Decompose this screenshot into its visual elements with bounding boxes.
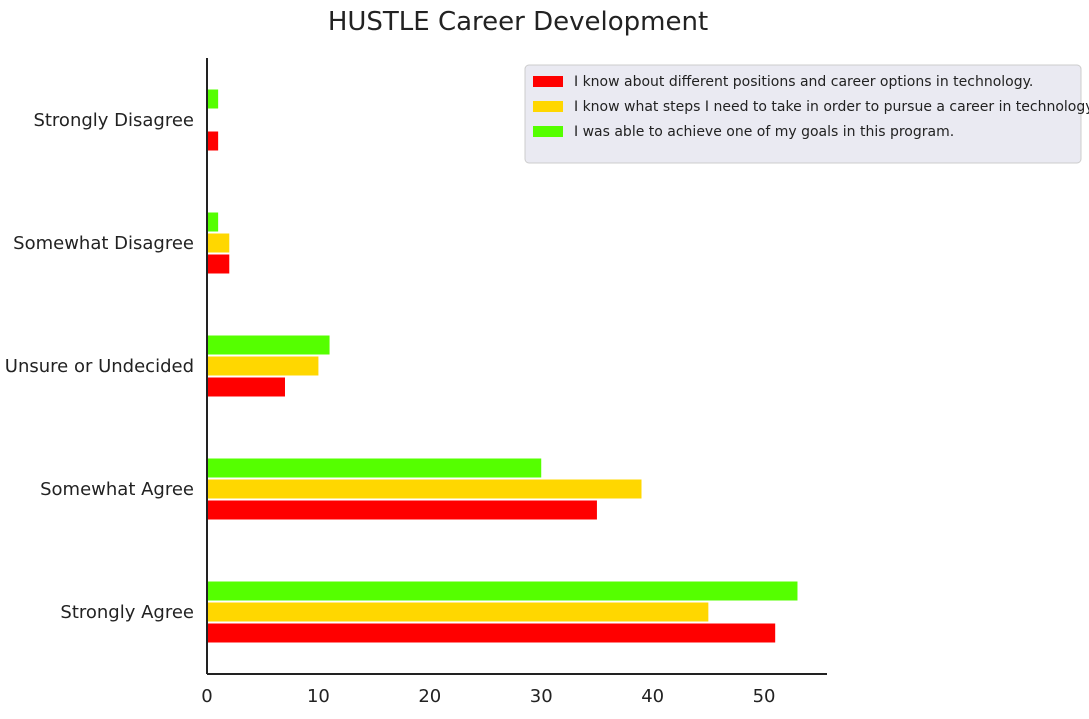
bar-somewhat-agree-series-3 <box>207 458 542 478</box>
bar-unsure-or-undecided-series-3 <box>207 335 330 355</box>
bar-strongly-agree-series-2 <box>207 602 709 622</box>
y-tick-label-somewhat-agree: Somewhat Agree <box>40 479 194 500</box>
legend-label-series-3: I was able to achieve one of my goals in… <box>574 124 954 140</box>
bar-strongly-agree-series-1 <box>207 623 776 643</box>
legend-label-series-1: I know about different positions and car… <box>574 74 1033 90</box>
bar-somewhat-disagree-series-2 <box>207 233 230 253</box>
legend: I know about different positions and car… <box>524 64 1089 164</box>
legend-label-series-2: I know what steps I need to take in orde… <box>574 99 1089 115</box>
bar-somewhat-agree-series-2 <box>207 479 642 499</box>
bar-strongly-disagree-series-1 <box>207 131 219 151</box>
y-tick-label-somewhat-disagree: Somewhat Disagree <box>13 233 194 254</box>
bar-strongly-agree-series-3 <box>207 581 798 601</box>
bar-strongly-disagree-series-3 <box>207 89 219 109</box>
legend-swatch-series-1 <box>533 76 563 87</box>
legend-swatch-series-3 <box>533 126 563 137</box>
x-tick-label-30: 30 <box>530 686 553 707</box>
bar-somewhat-disagree-series-1 <box>207 254 230 274</box>
legend-swatch-series-2 <box>533 101 563 112</box>
bars-layer <box>207 89 798 643</box>
x-tick-label-50: 50 <box>753 686 776 707</box>
x-tick-label-40: 40 <box>641 686 664 707</box>
bar-somewhat-disagree-series-3 <box>207 212 219 232</box>
bar-unsure-or-undecided-series-1 <box>207 377 285 397</box>
axes-layer: Strongly Agree Somewhat Agree Unsure or Un… <box>5 58 827 707</box>
y-tick-label-strongly-agree: Strongly Agree <box>60 602 194 623</box>
legend-box <box>524 64 1082 164</box>
x-tick-label-0: 0 <box>201 686 212 707</box>
y-tick-label-strongly-disagree: Strongly Disagree <box>33 110 194 131</box>
bar-unsure-or-undecided-series-2 <box>207 356 319 376</box>
x-tick-label-10: 10 <box>307 686 330 707</box>
x-tick-label-20: 20 <box>418 686 441 707</box>
bar-somewhat-agree-series-1 <box>207 500 597 520</box>
y-tick-label-unsure-or-undecided: Unsure or Undecided <box>5 356 194 377</box>
chart-title: HUSTLE Career Development <box>328 7 708 37</box>
